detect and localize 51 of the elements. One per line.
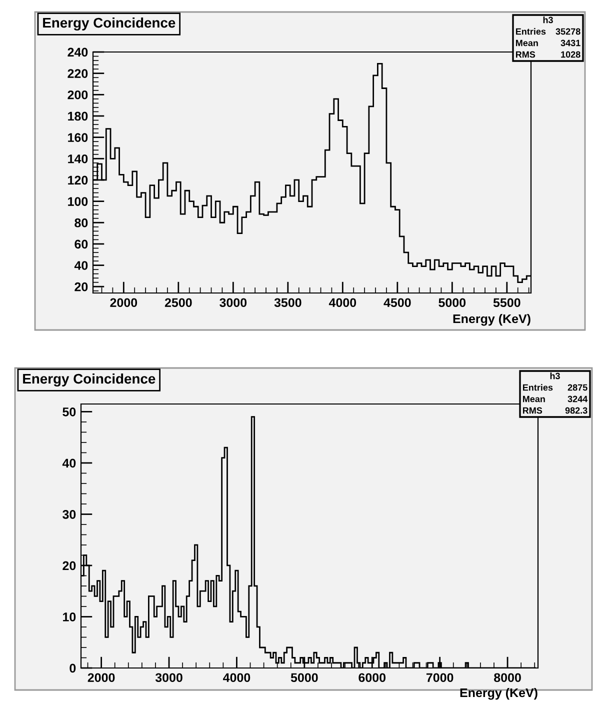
y-tick-label: 60 xyxy=(74,240,88,249)
y-tick-label: 220 xyxy=(68,69,88,78)
chart-title: Energy Coincidence xyxy=(43,17,176,31)
text: Entries xyxy=(516,28,546,35)
annotation: RMS xyxy=(522,407,542,414)
text: 3244 xyxy=(568,396,588,402)
x-tick-label: 2000 xyxy=(110,298,138,308)
text: Entries xyxy=(522,384,553,391)
y-tick-label: 40 xyxy=(62,458,76,468)
y-tick-label: 0 xyxy=(70,664,76,673)
text: Mean xyxy=(516,40,538,46)
x-tick-label: 2000 xyxy=(88,673,115,682)
x-tick-label: 5500 xyxy=(493,298,520,308)
text: 2875 xyxy=(568,384,588,391)
text: h3 xyxy=(543,16,553,24)
x-tick-label: 4000 xyxy=(223,673,250,682)
x-axis-title: Energy (KeV) xyxy=(453,314,530,326)
text: 1028 xyxy=(561,51,580,58)
x-tick-label: 3000 xyxy=(155,673,182,682)
text: h3 xyxy=(550,372,560,380)
x-tick-label: 6000 xyxy=(358,673,386,682)
x-tick-label: 2500 xyxy=(164,298,192,308)
y-tick-label: 100 xyxy=(68,197,88,206)
x-tick-label: 3500 xyxy=(274,298,302,308)
y-tick-label: 20 xyxy=(62,561,76,570)
text: 982.3 xyxy=(565,407,588,414)
y-tick-label: 240 xyxy=(68,48,88,57)
x-tick-label: 4000 xyxy=(328,298,356,308)
x-tick-label: 5000 xyxy=(290,673,318,682)
chart-title: Energy Coincidence xyxy=(23,373,156,387)
y-tick-label: 140 xyxy=(68,154,88,164)
x-tick-label: 5000 xyxy=(438,298,466,308)
y-tick-label: 180 xyxy=(68,112,88,121)
text: 35278 xyxy=(556,28,580,35)
x-tick-label: 7000 xyxy=(426,673,454,682)
y-tick-label: 80 xyxy=(74,218,88,228)
x-tick-label: 8000 xyxy=(494,673,521,682)
y-tick-label: 40 xyxy=(74,261,88,270)
y-tick-label: 120 xyxy=(68,176,88,185)
text: 3431 xyxy=(560,40,580,46)
y-tick-label: 30 xyxy=(62,510,76,519)
x-tick-label: 3000 xyxy=(220,298,247,308)
y-tick-label: 160 xyxy=(68,133,88,142)
x-tick-label: 4500 xyxy=(384,298,411,308)
annotation: RMS xyxy=(516,51,536,58)
y-tick-label: 20 xyxy=(74,282,88,292)
y-tick-label: 10 xyxy=(63,612,76,622)
y-tick-label: 50 xyxy=(62,407,76,416)
text: Mean xyxy=(522,396,545,402)
y-tick-label: 200 xyxy=(68,90,88,100)
x-axis-title: Energy (KeV) xyxy=(460,688,538,700)
